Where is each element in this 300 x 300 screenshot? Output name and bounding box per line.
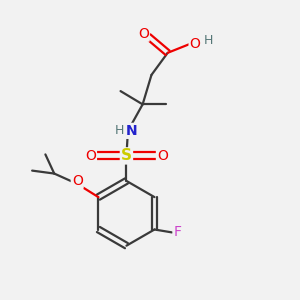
Text: F: F: [173, 225, 181, 239]
Text: O: O: [157, 149, 168, 163]
Text: O: O: [72, 174, 83, 188]
Text: H: H: [115, 124, 124, 137]
Text: O: O: [190, 37, 200, 51]
Text: N: N: [126, 124, 137, 138]
Text: O: O: [85, 149, 96, 163]
Text: O: O: [138, 27, 149, 41]
Text: H: H: [203, 34, 213, 47]
Text: S: S: [121, 148, 132, 164]
